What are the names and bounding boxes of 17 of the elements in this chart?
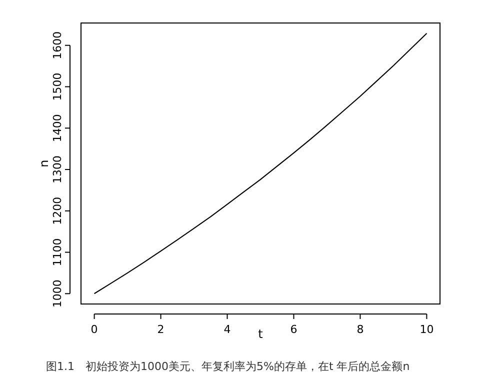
y-tick-label: 1000 (51, 280, 64, 308)
y-tick-label: 1400 (51, 114, 64, 142)
x-tick-label: 8 (356, 323, 364, 336)
line-series (94, 32, 428, 294)
x-axis-title: t (258, 327, 264, 341)
x-tick-label: 6 (290, 323, 298, 336)
x-tick-label: 0 (90, 323, 98, 336)
x-tick-label: 10 (420, 323, 434, 336)
x-tick-label: 4 (224, 323, 231, 336)
y-tick-label: 1100 (51, 238, 64, 266)
caption: 图1.1 初始投资为1000美元、年复利率为5%的存单，在t 年后的总金额n (46, 360, 410, 373)
y-tick-label: 1300 (51, 156, 64, 184)
y-tick-label: 1200 (51, 196, 64, 225)
y-axis-title: n (37, 160, 51, 168)
y-tick-label: 1600 (51, 31, 64, 60)
y-tick-label: 1500 (51, 72, 64, 101)
x-tick-label: 2 (157, 323, 164, 336)
